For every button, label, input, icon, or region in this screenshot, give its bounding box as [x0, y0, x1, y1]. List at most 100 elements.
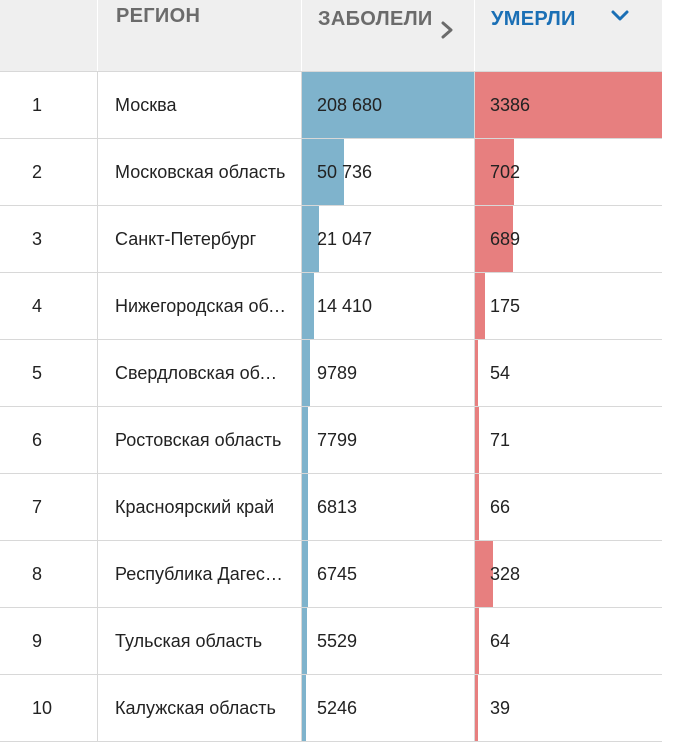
- deaths-bar: [475, 675, 478, 741]
- header-number: [0, 0, 97, 71]
- cases-bar: [302, 541, 308, 607]
- row-cases: 50 736: [301, 139, 474, 205]
- row-deaths: 64: [474, 608, 662, 674]
- row-region: Нижегородская область: [97, 273, 301, 339]
- deaths-value: 71: [490, 430, 511, 450]
- row-deaths: 71: [474, 407, 662, 473]
- deaths-bar: [475, 541, 493, 607]
- cases-value: 5246: [317, 698, 358, 718]
- table-row[interactable]: 4 Нижегородская область 14 410 175: [0, 273, 662, 340]
- deaths-value: 689: [490, 229, 521, 249]
- cases-bar: [302, 407, 308, 473]
- row-region-label: Москва: [115, 95, 177, 115]
- row-number: 7: [32, 497, 43, 517]
- table-row[interactable]: 7 Красноярский край 6813 66: [0, 474, 662, 541]
- cases-bar: [302, 608, 307, 674]
- cases-value: 14 410: [317, 296, 373, 316]
- row-deaths: 66: [474, 474, 662, 540]
- cases-value: 208 680: [317, 95, 383, 115]
- cases-value: 7799: [317, 430, 358, 450]
- row-region-label: Республика Дагестан: [115, 564, 287, 584]
- row-region: Ростовская область: [97, 407, 301, 473]
- table-row[interactable]: 5 Свердловская область 9789 54: [0, 340, 662, 407]
- cases-bar: [302, 72, 474, 138]
- deaths-bar: [475, 407, 479, 473]
- header-cases-sort[interactable]: ЗАБОЛЕЛИ: [301, 0, 474, 71]
- chevron-down-icon: [611, 10, 629, 21]
- row-region-label: Красноярский край: [115, 497, 275, 517]
- row-cases: 7799: [301, 407, 474, 473]
- row-number: 5: [32, 363, 43, 383]
- row-number: 8: [32, 564, 43, 584]
- row-region-label: Калужская область: [115, 698, 276, 718]
- header-region-label: РЕГИОН: [116, 5, 201, 27]
- row-region: Москва: [97, 72, 301, 138]
- header-deaths-sort[interactable]: УМЕРЛИ: [474, 0, 662, 71]
- row-deaths: 175: [474, 273, 662, 339]
- row-region: Санкт-Петербург: [97, 206, 301, 272]
- header-deaths-label: УМЕРЛИ: [491, 8, 576, 30]
- cases-bar: [302, 139, 344, 205]
- row-region: Красноярский край: [97, 474, 301, 540]
- deaths-bar: [475, 608, 479, 674]
- table-row[interactable]: 10 Калужская область 5246 39: [0, 675, 662, 742]
- row-region: Свердловская область: [97, 340, 301, 406]
- row-region-label: Свердловская область: [115, 363, 287, 383]
- row-number: 1: [32, 95, 43, 115]
- cases-value: 50 736: [317, 162, 373, 182]
- row-cases: 6813: [301, 474, 474, 540]
- row-region-label: Нижегородская область: [115, 296, 287, 316]
- row-region: Республика Дагестан: [97, 541, 301, 607]
- table-header: РЕГИОН ЗАБОЛЕЛИ УМЕРЛИ: [0, 0, 662, 72]
- table-row[interactable]: 8 Республика Дагестан 6745 328: [0, 541, 662, 608]
- cases-bar: [302, 206, 319, 272]
- deaths-bar: [475, 474, 479, 540]
- row-region-label: Санкт-Петербург: [115, 229, 257, 249]
- deaths-value: 175: [490, 296, 521, 316]
- row-region-label: Тульская область: [115, 631, 263, 651]
- table-row[interactable]: 3 Санкт-Петербург 21 047 689: [0, 206, 662, 273]
- row-deaths: 3386: [474, 72, 662, 138]
- row-cases: 6745: [301, 541, 474, 607]
- header-region[interactable]: РЕГИОН: [97, 0, 301, 71]
- row-cases: 21 047: [301, 206, 474, 272]
- table-row[interactable]: 6 Ростовская область 7799 71: [0, 407, 662, 474]
- row-cases: 208 680: [301, 72, 474, 138]
- row-region-label: Ростовская область: [115, 430, 282, 450]
- cases-bar: [302, 273, 314, 339]
- deaths-value: 702: [490, 162, 521, 182]
- row-cases: 5246: [301, 675, 474, 741]
- row-region: Московская область: [97, 139, 301, 205]
- row-number: 6: [32, 430, 43, 450]
- deaths-bar: [475, 72, 662, 138]
- deaths-bar: [475, 340, 478, 406]
- header-cases-label: ЗАБОЛЕЛИ: [318, 8, 433, 30]
- table-row[interactable]: 1 Москва 208 680 3386: [0, 72, 662, 139]
- row-cases: 9789: [301, 340, 474, 406]
- deaths-bar: [475, 139, 514, 205]
- row-cases: 5529: [301, 608, 474, 674]
- row-region: Тульская область: [97, 608, 301, 674]
- cases-bar: [302, 474, 308, 540]
- cases-bar: [302, 340, 310, 406]
- table-row[interactable]: 9 Тульская область 5529 64: [0, 608, 662, 675]
- row-deaths: 689: [474, 206, 662, 272]
- cases-bar: [302, 675, 306, 741]
- row-cases: 14 410: [301, 273, 474, 339]
- cases-value: 6813: [317, 497, 358, 517]
- chevron-right-icon: [441, 21, 453, 39]
- row-number: 4: [32, 296, 43, 316]
- row-deaths: 54: [474, 340, 662, 406]
- cases-value: 21 047: [317, 229, 373, 249]
- table-row[interactable]: 2 Московская область 50 736 702: [0, 139, 662, 206]
- cases-value: 6745: [317, 564, 358, 584]
- row-number: 2: [32, 162, 43, 182]
- row-deaths: 702: [474, 139, 662, 205]
- row-region: Калужская область: [97, 675, 301, 741]
- deaths-value: 39: [490, 698, 511, 718]
- row-deaths: 328: [474, 541, 662, 607]
- deaths-value: 54: [490, 363, 511, 383]
- row-region-label: Московская область: [115, 162, 286, 182]
- row-number: 10: [32, 698, 53, 718]
- cases-value: 9789: [317, 363, 358, 383]
